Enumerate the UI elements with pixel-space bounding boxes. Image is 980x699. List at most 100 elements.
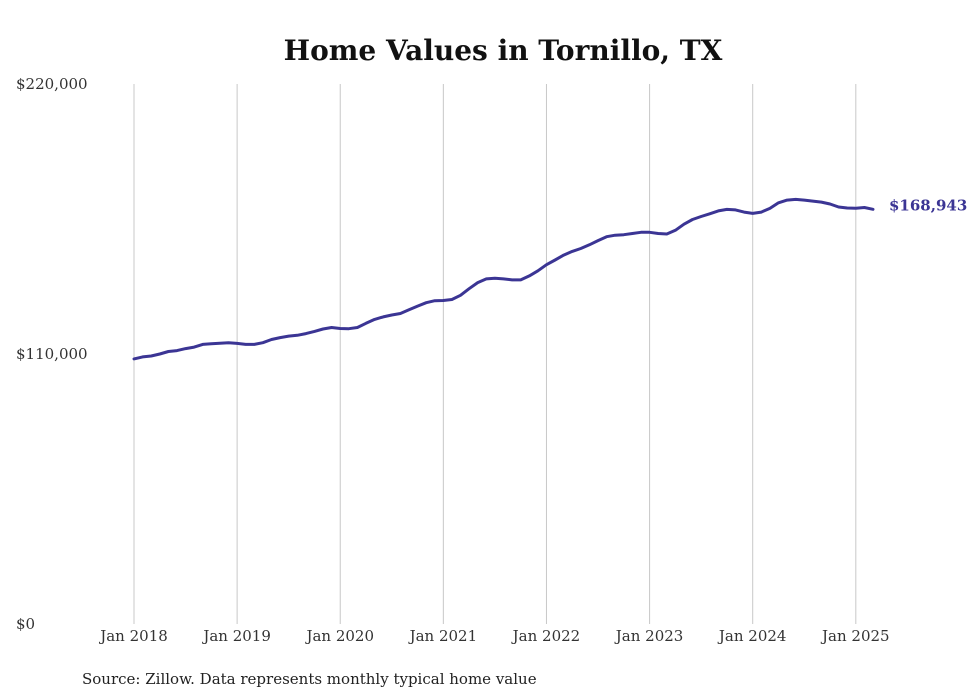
data-point <box>640 231 642 233</box>
data-point <box>743 211 745 213</box>
data-point <box>408 309 410 311</box>
data-point <box>683 223 685 225</box>
data-point <box>752 212 754 214</box>
data-point <box>330 326 332 328</box>
data-point <box>769 207 771 209</box>
data-point <box>571 250 573 252</box>
data-point <box>563 254 565 256</box>
series-group: $168,943 <box>132 196 967 361</box>
data-point <box>674 229 676 231</box>
data-point <box>288 335 290 337</box>
data-point <box>485 278 487 280</box>
data-point <box>623 234 625 236</box>
data-point <box>348 328 350 330</box>
x-tick-label: Jan 2020 <box>304 627 374 645</box>
data-point <box>236 342 238 344</box>
data-point <box>837 206 839 208</box>
data-point <box>803 199 805 201</box>
gridlines <box>133 84 857 624</box>
data-point <box>528 275 530 277</box>
data-point <box>597 239 599 241</box>
data-point <box>434 300 436 302</box>
data-point <box>709 213 711 215</box>
x-tick-label: Jan 2019 <box>201 627 271 645</box>
data-point <box>717 210 719 212</box>
data-point <box>520 279 522 281</box>
data-point <box>477 281 479 283</box>
x-tick-label: Jan 2023 <box>614 627 684 645</box>
x-tick-label: Jan 2021 <box>408 627 478 645</box>
data-point <box>382 316 384 318</box>
data-point <box>365 322 367 324</box>
data-point <box>253 343 255 345</box>
data-point <box>176 349 178 351</box>
x-axis-ticks: Jan 2018 Jan 2019 Jan 2020 Jan 2021 Jan 2022… <box>98 627 889 645</box>
data-point <box>219 342 221 344</box>
data-point <box>537 270 539 272</box>
data-point <box>545 264 547 266</box>
data-point <box>820 201 822 203</box>
y-axis-ticks: $220,000 $110,000 $0 <box>16 75 88 633</box>
data-point <box>416 305 418 307</box>
data-point <box>502 278 504 280</box>
x-tick-label: Jan 2025 <box>820 627 890 645</box>
x-tick-label: Jan 2024 <box>717 627 787 645</box>
data-point <box>391 314 393 316</box>
data-point <box>786 199 788 201</box>
data-point <box>855 207 857 209</box>
series-line <box>132 197 875 361</box>
end-value-label: $168,943 <box>889 196 967 214</box>
data-point <box>494 277 496 279</box>
data-point <box>451 298 453 300</box>
data-point <box>210 343 212 345</box>
data-point <box>846 207 848 209</box>
data-point <box>356 326 358 328</box>
data-point <box>691 218 693 220</box>
data-point <box>614 234 616 236</box>
data-point <box>700 215 702 217</box>
data-point <box>605 236 607 238</box>
data-point <box>812 200 814 202</box>
data-point <box>133 358 135 360</box>
data-point <box>666 233 668 235</box>
data-point <box>262 342 264 344</box>
x-tick-label: Jan 2018 <box>98 627 168 645</box>
data-point <box>648 231 650 233</box>
data-point <box>442 299 444 301</box>
x-tick-label: Jan 2022 <box>511 627 581 645</box>
data-point <box>245 343 247 345</box>
data-point <box>270 338 272 340</box>
data-point <box>863 206 865 208</box>
source-note: Source: Zillow. Data represents monthly … <box>82 670 537 688</box>
data-point <box>734 209 736 211</box>
data-point <box>554 259 556 261</box>
data-point <box>468 288 470 290</box>
data-point <box>227 342 229 344</box>
data-point <box>141 356 143 358</box>
data-point <box>313 330 315 332</box>
y-tick-label: $220,000 <box>16 75 88 93</box>
data-point <box>322 328 324 330</box>
data-point <box>373 318 375 320</box>
data-point <box>184 347 186 349</box>
data-point <box>425 302 427 304</box>
data-point <box>202 343 204 345</box>
data-point <box>193 346 195 348</box>
data-point <box>631 232 633 234</box>
y-tick-label: $0 <box>16 615 35 633</box>
data-point <box>159 353 161 355</box>
data-point <box>399 312 401 314</box>
data-point <box>580 247 582 249</box>
data-point <box>777 202 779 204</box>
data-point <box>760 211 762 213</box>
data-point <box>305 332 307 334</box>
data-point <box>511 279 513 281</box>
data-point <box>829 203 831 205</box>
y-tick-label: $110,000 <box>16 345 88 363</box>
data-point <box>872 208 874 210</box>
data-point <box>657 232 659 234</box>
data-point <box>795 198 797 200</box>
data-point <box>296 334 298 336</box>
data-point <box>726 208 728 210</box>
